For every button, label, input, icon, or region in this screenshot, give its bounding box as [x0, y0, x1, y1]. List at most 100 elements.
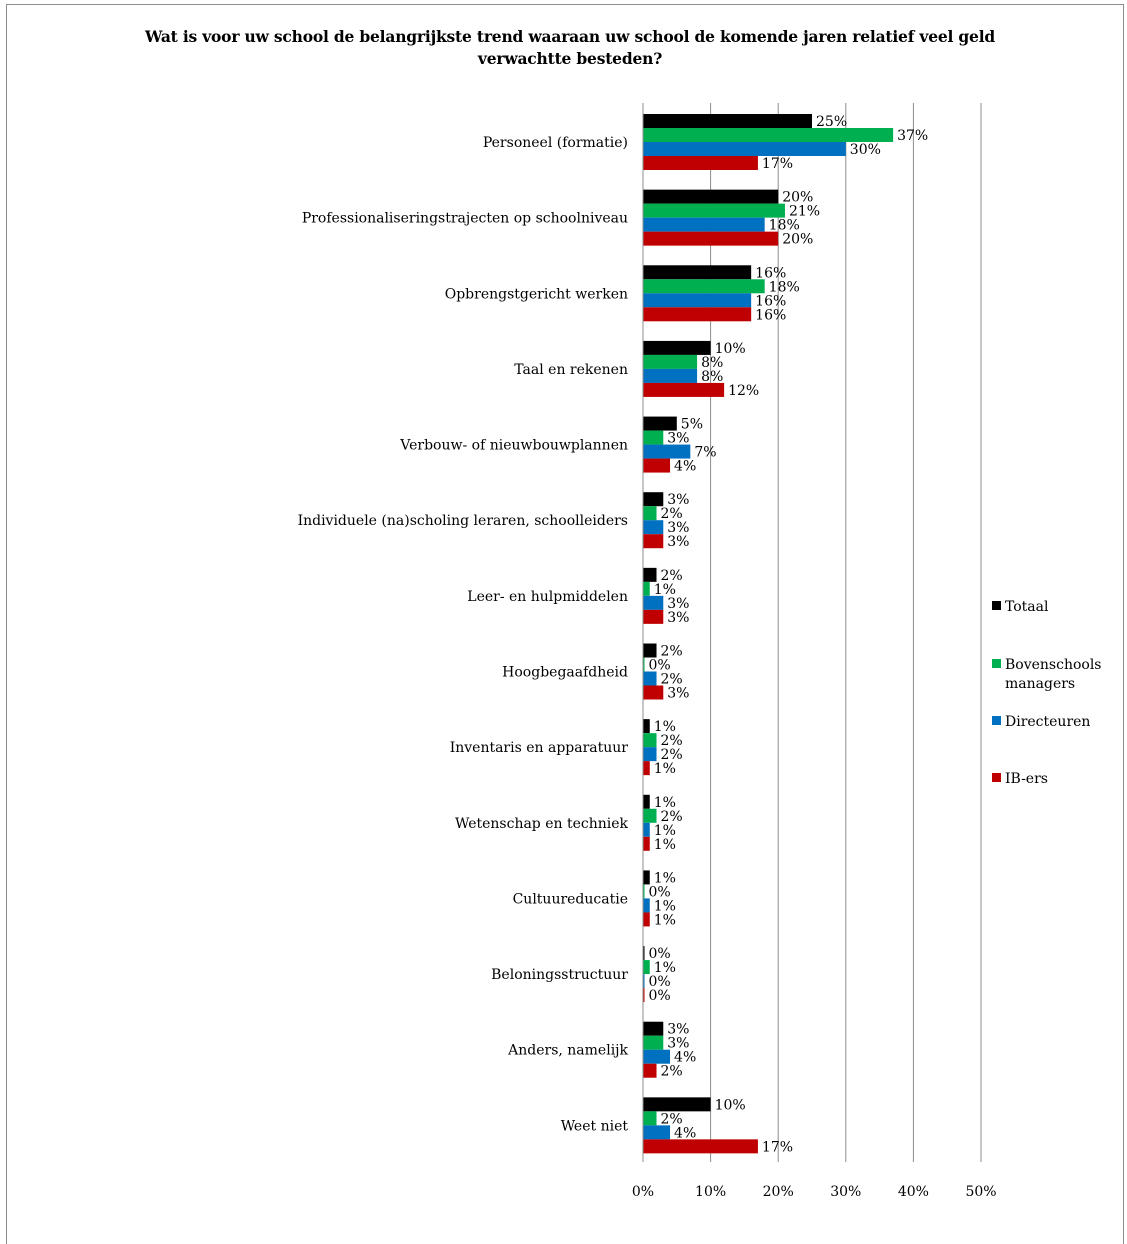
data-label: 1% [654, 761, 676, 777]
bar [643, 1063, 657, 1078]
bar [643, 567, 657, 582]
data-label: 18% [769, 279, 800, 295]
data-label: 2% [661, 1111, 683, 1127]
data-label: 16% [755, 307, 786, 323]
bar [643, 534, 664, 549]
data-label: 1% [654, 582, 676, 598]
data-label: 1% [654, 837, 676, 853]
bar [643, 912, 650, 927]
data-label: 3% [667, 686, 689, 702]
data-label: 3% [667, 520, 689, 536]
legend-swatch [992, 659, 1001, 668]
bar [643, 733, 657, 748]
data-label: 4% [674, 459, 696, 475]
category-label: Opbrengstgericht werken [445, 286, 628, 302]
legend-swatch [992, 716, 1001, 725]
bar [643, 492, 664, 507]
category-label: Beloningsstructuur [491, 967, 628, 983]
bar [643, 988, 645, 1003]
bar [643, 898, 650, 913]
category-label: Hoogbegaafdheid [502, 665, 628, 681]
data-label: 2% [661, 506, 683, 522]
bar [643, 279, 765, 294]
data-label: 3% [667, 1036, 689, 1052]
bar [643, 142, 846, 156]
category-label: Individuele (na)scholing leraren, school… [298, 513, 628, 529]
bar [643, 1035, 664, 1050]
data-label: 0% [649, 988, 671, 1004]
data-label: 3% [667, 431, 689, 447]
category-label: Inventaris en apparatuur [450, 740, 629, 756]
x-tick-label: 20% [763, 1184, 794, 1200]
bar [643, 368, 698, 383]
data-label: 2% [661, 809, 683, 825]
data-label: 4% [674, 1050, 696, 1066]
data-label: 4% [674, 1125, 696, 1141]
data-label: 17% [762, 156, 793, 172]
category-label: Anders, namelijk [507, 1043, 628, 1059]
data-label: 10% [715, 1097, 746, 1113]
data-label: 37% [897, 128, 928, 144]
bar [643, 1021, 664, 1036]
bar [643, 444, 691, 459]
bar [643, 657, 645, 672]
data-label: 2% [661, 644, 683, 660]
bar [643, 416, 677, 431]
data-label: 20% [782, 190, 813, 206]
legend-label: Bovenschools managers [1005, 657, 1102, 692]
bar [643, 128, 894, 142]
bar [643, 685, 664, 700]
bar [643, 884, 645, 899]
bar [643, 265, 752, 280]
data-label: 0% [649, 658, 671, 674]
data-label: 16% [755, 265, 786, 281]
x-tick-label: 10% [695, 1184, 726, 1200]
bar [643, 581, 650, 596]
bar [643, 189, 779, 204]
bar [643, 430, 664, 445]
data-label: 1% [654, 823, 676, 839]
bar [643, 382, 725, 397]
data-label: 1% [654, 870, 676, 886]
data-label: 30% [850, 142, 881, 158]
data-label: 2% [661, 672, 683, 688]
bar [643, 506, 657, 521]
data-label: 7% [694, 445, 716, 461]
bar [643, 808, 657, 823]
data-label: 10% [715, 341, 746, 357]
chart-frame [6, 4, 1124, 1244]
category-label: Cultuureducatie [513, 891, 628, 907]
bar [643, 293, 752, 308]
data-label: 0% [649, 974, 671, 990]
bar [643, 340, 711, 355]
data-label: 18% [769, 218, 800, 234]
bar [643, 458, 671, 473]
bar [643, 595, 664, 610]
data-label: 21% [789, 204, 820, 220]
category-label: Weet niet [561, 1118, 629, 1134]
x-tick-label: 40% [898, 1184, 929, 1200]
data-label: 3% [667, 610, 689, 626]
bar [643, 960, 650, 975]
bar [643, 231, 779, 246]
bar [643, 822, 650, 837]
bar [643, 946, 645, 961]
data-label: 8% [701, 355, 723, 371]
bar [643, 836, 650, 851]
bar [643, 671, 657, 686]
category-label: Taal en rekenen [514, 362, 628, 378]
legend-label: Directeuren [1005, 714, 1090, 730]
bar [643, 761, 650, 776]
data-label: 1% [654, 912, 676, 928]
bar [643, 609, 664, 624]
bar [643, 307, 752, 322]
bar [643, 1139, 758, 1154]
data-label: 3% [667, 534, 689, 550]
data-label: 2% [661, 747, 683, 763]
bar [643, 1111, 657, 1126]
data-label: 2% [661, 733, 683, 749]
bar [643, 520, 664, 535]
x-tick-label: 30% [830, 1184, 861, 1200]
data-label: 20% [782, 232, 813, 248]
